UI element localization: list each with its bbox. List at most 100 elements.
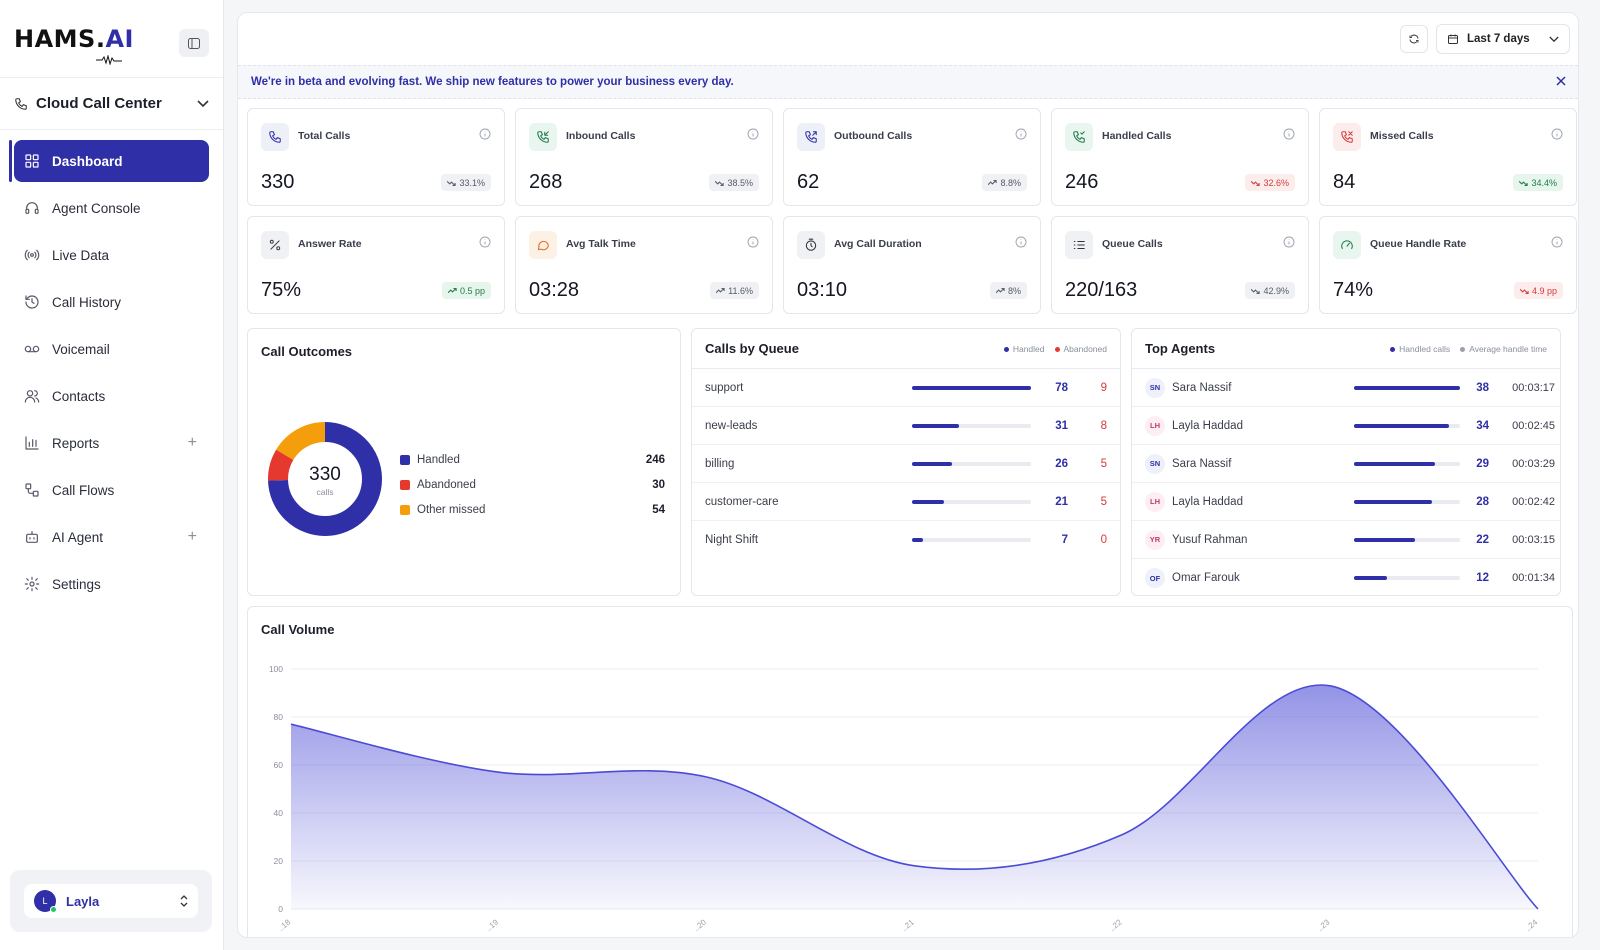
stat-value: 74% (1333, 279, 1374, 301)
legend-item: Abandoned 30 (400, 472, 665, 497)
info-icon[interactable] (1283, 236, 1295, 248)
calls-by-queue-panel: Calls by Queue Handled Abandoned support… (691, 328, 1121, 596)
plus-icon[interactable]: + (187, 434, 197, 451)
sidebar-item-label: Settings (52, 576, 101, 592)
close-icon[interactable] (1556, 76, 1566, 86)
table-row[interactable]: SN Sara Nassif 29 00:03:29 (1132, 445, 1560, 483)
agent-avg-handle-time: 00:03:29 (1512, 457, 1555, 470)
table-row[interactable]: customer-care 21 5 (692, 483, 1120, 521)
donut-total: 330 (309, 464, 341, 485)
sidebar-item-voicemail[interactable]: Voicemail (14, 328, 209, 370)
sidebar-item-ai-agent[interactable]: AI Agent + (14, 516, 209, 558)
phone-icon (15, 97, 27, 110)
sidebar-item-label: AI Agent (52, 529, 104, 545)
donut-slice-handled[interactable] (268, 422, 382, 536)
stat-change-badge: 11.6% (710, 282, 759, 299)
agent-name: Yusuf Rahman (1172, 533, 1248, 546)
info-icon[interactable] (1283, 128, 1295, 140)
stat-change-badge: 0.5 pp (441, 282, 491, 299)
donut-slice-other-missed[interactable] (276, 422, 326, 461)
sidebar-item-call-history[interactable]: Call History (14, 281, 209, 323)
y-tick-label: 60 (274, 760, 284, 770)
brand-logo[interactable]: HAMS.AI (14, 25, 134, 65)
gauge-icon (1341, 240, 1353, 250)
table-row[interactable]: LH Layla Haddad 28 00:02:42 (1132, 483, 1560, 521)
logo-row: HAMS.AI (0, 0, 223, 78)
table-row[interactable]: support 78 9 (692, 369, 1120, 407)
call-outcomes-panel: Call Outcomes 330 calls Handled 246 Abandon… (247, 328, 681, 596)
timer-icon (805, 238, 817, 251)
table-row[interactable]: billing 26 5 (692, 445, 1120, 483)
info-icon[interactable] (1551, 236, 1563, 248)
info-icon[interactable] (747, 128, 759, 140)
table-row[interactable]: new-leads 31 8 (692, 407, 1120, 445)
phone-icon (269, 131, 281, 143)
stat-value: 03:28 (529, 279, 580, 301)
sidebar-item-agent-console[interactable]: Agent Console (14, 187, 209, 229)
info-icon[interactable] (1551, 128, 1563, 140)
table-row[interactable]: SN Sara Nassif 38 00:03:17 (1132, 369, 1560, 407)
donut-slice-abandoned[interactable] (268, 449, 294, 481)
stat-card-avg-call-duration: Avg Call Duration 03:10 8% (783, 216, 1041, 314)
avatar: LH (1145, 415, 1165, 436)
sidebar-item-settings[interactable]: Settings (14, 563, 209, 605)
sidebar-item-live-data[interactable]: Live Data (14, 234, 209, 276)
table-row[interactable]: Night Shift 7 0 (692, 521, 1120, 559)
y-tick-label: 0 (278, 904, 283, 914)
stat-change-badge: 34.4% (1513, 174, 1563, 191)
agent-bar-fill (1354, 461, 1435, 466)
queue-bar-track (912, 499, 1031, 504)
stat-title: Missed Calls (1370, 130, 1434, 142)
info-icon[interactable] (479, 236, 491, 248)
queue-handled: 26 (1055, 457, 1068, 470)
legend-abandoned: Abandoned (1054, 344, 1107, 354)
agent-avg-handle-time: 00:01:34 (1512, 572, 1555, 584)
sidebar: HAMS.AI Cloud Call Center Dashboard Agent… (0, 0, 224, 950)
sidebar-item-dashboard[interactable]: Dashboard (9, 140, 209, 182)
user-name: Layla (66, 893, 100, 909)
queue-bar-track (912, 385, 1031, 390)
info-icon[interactable] (747, 236, 759, 248)
volume-line[interactable] (290, 684, 1539, 910)
x-tick-label: ..19 (484, 917, 500, 933)
sidebar-collapse-button[interactable] (179, 29, 209, 57)
stat-icon-box (1065, 123, 1093, 151)
legend-value: 246 (645, 453, 665, 466)
table-row[interactable]: YR Yusuf Rahman 22 00:03:15 (1132, 521, 1560, 559)
sidebar-item-call-flows[interactable]: Call Flows (14, 469, 209, 511)
stat-card-answer-rate: Answer Rate 75% 0.5 pp (247, 216, 505, 314)
stat-icon-box (261, 123, 289, 151)
sidebar-item-reports[interactable]: Reports + (14, 422, 209, 464)
table-row[interactable]: LH Layla Haddad 34 00:02:45 (1132, 407, 1560, 445)
workspace-selector[interactable]: Cloud Call Center (0, 78, 223, 130)
agents-legend: Handled calls Average handle time (1390, 344, 1547, 354)
chat-icon (537, 240, 549, 251)
info-icon[interactable] (1015, 128, 1027, 140)
phone-handled-icon (1073, 131, 1085, 143)
y-tick-label: 100 (269, 664, 283, 674)
info-icon[interactable] (1015, 236, 1027, 248)
sidebar-item-contacts[interactable]: Contacts (14, 375, 209, 417)
queue-handled: 21 (1055, 495, 1068, 508)
plus-icon[interactable]: + (187, 528, 197, 545)
headset-icon (25, 202, 39, 214)
agent-avg-handle-time: 00:03:17 (1512, 381, 1555, 394)
stat-value: 220/163 (1065, 279, 1138, 301)
chevron-down-icon (1549, 36, 1559, 42)
table-row[interactable]: OF Omar Farouk 12 00:01:34 (1132, 559, 1560, 597)
chart-title: Call Volume (261, 622, 335, 637)
stat-value: 84 (1333, 171, 1356, 193)
stat-icon-box (797, 231, 825, 259)
stat-change-badge: 38.5% (709, 174, 759, 191)
queue-name: billing (705, 457, 735, 470)
stat-card-avg-talk-time: Avg Talk Time 03:28 11.6% (515, 216, 773, 314)
x-tick-label: ..18 (276, 917, 292, 933)
user-switcher[interactable]: L Layla (24, 884, 198, 918)
stat-change-badge: 8% (989, 282, 1027, 299)
date-range-select[interactable]: Last 7 days (1436, 24, 1570, 54)
y-tick-label: 20 (274, 856, 284, 866)
refresh-button[interactable] (1400, 25, 1428, 53)
info-icon[interactable] (479, 128, 491, 140)
beta-banner-text: We're in beta and evolving fast. We ship… (251, 76, 734, 88)
queue-bar-track (912, 538, 1031, 542)
